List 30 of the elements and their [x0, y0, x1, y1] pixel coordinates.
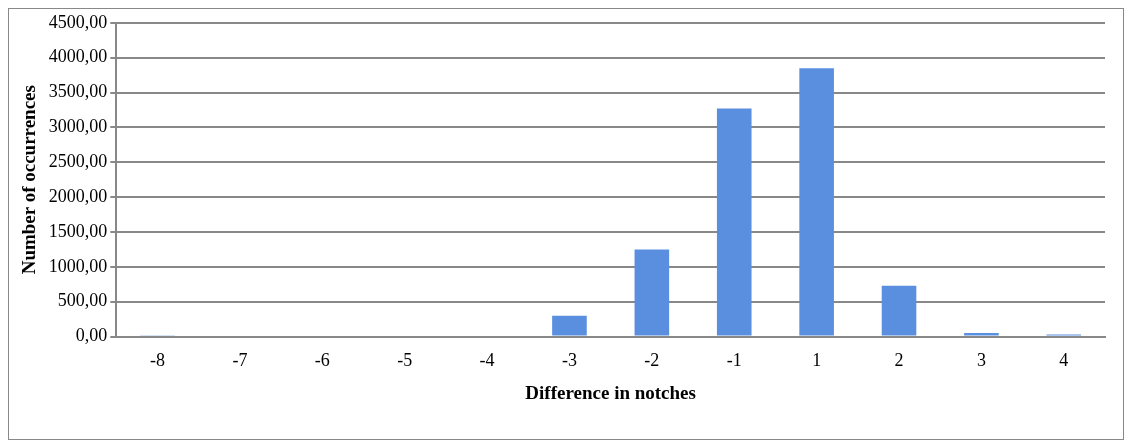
x-tick-label: -5 [397, 350, 413, 371]
y-tick-label: 1500,00 [48, 220, 108, 241]
x-tick-label: 4 [1059, 350, 1069, 371]
x-tick-label: 2 [894, 350, 904, 371]
y-tick-label: 2500,00 [48, 151, 108, 171]
bar [964, 333, 999, 336]
y-tick-label: 3000,00 [48, 116, 108, 137]
x-tick-label: -4 [479, 350, 495, 371]
y-tick-label: 4000,00 [48, 46, 108, 67]
y-tick-label: 3500,00 [48, 81, 108, 102]
bar [552, 315, 587, 336]
x-tick-label: 3 [976, 350, 986, 371]
x-tick-label: -1 [726, 350, 742, 371]
x-tick-label: -8 [150, 350, 165, 371]
y-axis-title: Number of occurrences [18, 85, 40, 275]
y-tick-label: 0,00 [75, 325, 108, 346]
y-tick-label: 500,00 [57, 290, 108, 311]
x-tick-label: 1 [812, 350, 822, 371]
y-tick-label: 4500,00 [48, 11, 108, 32]
bar [881, 285, 917, 336]
bar [799, 68, 834, 336]
y-tick-label: 2000,00 [48, 185, 108, 206]
x-axis-title: Difference in notches [525, 381, 696, 403]
x-tick-label: -7 [232, 350, 248, 371]
y-tick-label: 1000,00 [48, 255, 108, 276]
bar [716, 108, 752, 336]
x-tick-label: -2 [644, 350, 660, 371]
x-tick-label: -3 [561, 350, 577, 371]
bar [634, 249, 670, 336]
x-tick-label: -6 [314, 350, 330, 371]
